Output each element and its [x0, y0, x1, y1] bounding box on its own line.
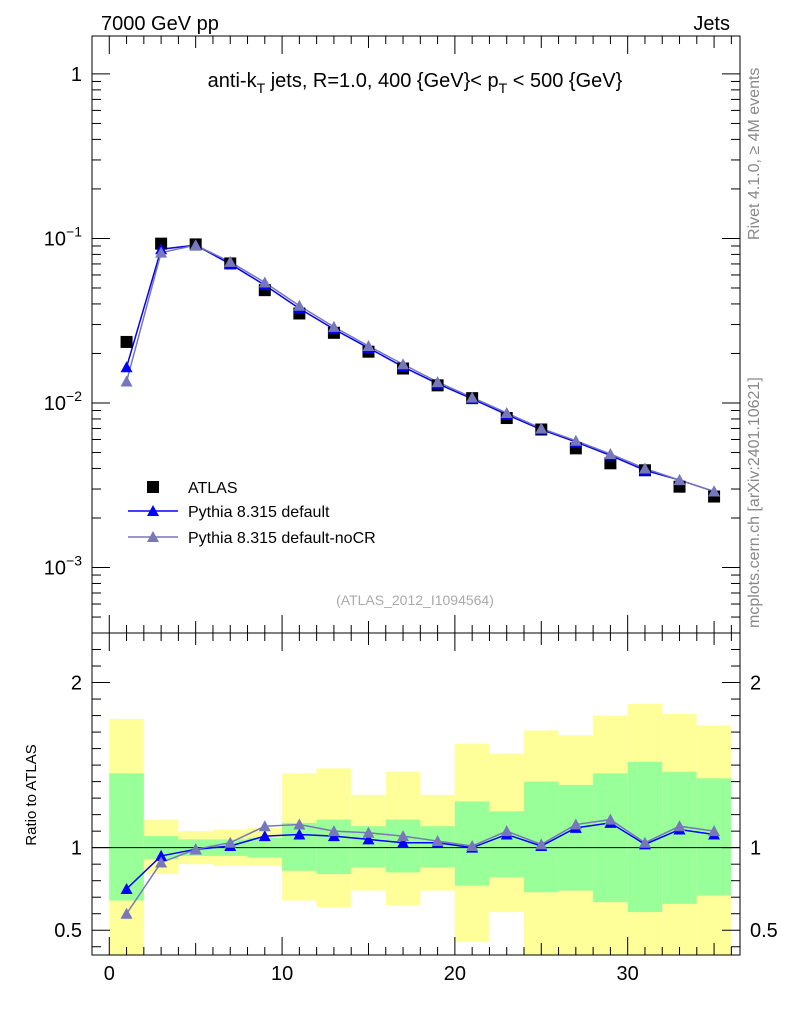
ratio-band-inner [558, 784, 594, 891]
data-point-nocr [535, 422, 548, 434]
legend-label-default: Pythia 8.315 default [188, 504, 330, 521]
ratio-point-nocr [708, 825, 721, 837]
data-point-nocr [466, 391, 479, 403]
data-point-nocr [431, 376, 444, 388]
data-point-nocr [224, 255, 237, 267]
data-point-nocr [604, 447, 617, 459]
data-point-nocr [397, 358, 410, 370]
main-panel: 1 10−1 10−2 10−3 anti-kT jets, R=1.0, 400 {… [44, 35, 741, 634]
data-point-nocr [638, 462, 651, 474]
data-point-nocr [569, 434, 582, 446]
ratio-point-default [362, 833, 375, 845]
legend: ATLAS Pythia 8.315 default Pythia 8.315 … [128, 480, 376, 547]
plot-title: anti-kT jets, R=1.0, 400 {GeV}< pT < 500… [208, 70, 623, 96]
data-point-nocr [327, 320, 340, 332]
ratio-point-nocr [224, 836, 237, 848]
ratio-point-nocr [466, 840, 479, 852]
main-series-line [125, 244, 715, 493]
ratio-point-nocr [327, 825, 340, 837]
ratio-point-nocr [155, 856, 168, 868]
legend-label-atlas: ATLAS [188, 480, 238, 497]
data-point-atlas [120, 335, 133, 348]
ratio-ytick-label-left: 1 [71, 838, 82, 860]
data-point-default [120, 361, 133, 373]
ratio-ytick-label-left: 2 [71, 673, 82, 695]
ratio-point-nocr [397, 830, 410, 842]
ratio-band-inner [109, 773, 144, 901]
ratio-point-default [120, 882, 133, 894]
ratio-point-nocr [362, 826, 375, 838]
legend-label-nocr: Pythia 8.315 default-noCR [188, 530, 376, 547]
ratio-ytick-label-right: 1 [750, 838, 761, 860]
ratio-point-default [258, 830, 271, 842]
main-ytick-label: 10−3 [44, 553, 82, 580]
ratio-frame [91, 632, 741, 956]
legend-marker-atlas [147, 481, 159, 493]
mcplots-label: mcplots.cern.ch [arXiv:2401.10621] [746, 377, 763, 628]
ratio-point-nocr [500, 825, 513, 837]
analysis-id: (ATLAS_2012_I1094564) [336, 592, 494, 608]
ratio-point-nocr [638, 836, 651, 848]
main-ytick-label: 10−1 [44, 223, 82, 250]
ratio-series-line [126, 822, 715, 890]
legend-marker-default [147, 505, 159, 516]
rivet-label: Rivet 4.1.0, ≥ 4M events [746, 68, 763, 240]
data-point-nocr [673, 474, 686, 486]
ratio-band-inner [489, 811, 524, 878]
data-point-nocr [258, 276, 271, 288]
data-point-nocr [293, 299, 306, 311]
main-ytick-label: 10−2 [44, 388, 82, 415]
ratio-band-inner [662, 771, 697, 904]
ratio-point-nocr [535, 838, 548, 850]
ratio-ylabel: Ratio to ATLAS [23, 744, 40, 845]
ratio-ytick-label-right: 2 [750, 673, 761, 695]
ratio-band-inner [593, 773, 628, 903]
ratio-point-default [397, 836, 410, 848]
ratio-panel: 2 2 1 1 0.5 0.5 0 10 20 30 Ratio to ATLAS [23, 632, 778, 985]
ratio-point-nocr [673, 820, 686, 832]
ratio-point-nocr [293, 818, 306, 830]
ratio-point-nocr [604, 813, 617, 825]
ratio-xtick-label: 30 [617, 963, 639, 985]
main-ytick-label: 1 [71, 64, 82, 86]
ratio-point-nocr [189, 843, 202, 855]
data-point-nocr [189, 239, 202, 251]
ratio-point-default [293, 828, 306, 840]
ratio-xtick-label: 10 [271, 963, 293, 985]
data-point-nocr [362, 340, 375, 352]
ratio-xtick-label: 20 [444, 963, 466, 985]
ratio-point-nocr [431, 835, 444, 847]
ratio-ytick-label-right: 0.5 [750, 920, 778, 942]
data-point-nocr [500, 406, 513, 418]
data-point-nocr [120, 375, 133, 387]
ratio-point-default [155, 849, 168, 861]
legend-marker-nocr [147, 531, 159, 542]
ratio-series-line [125, 818, 715, 915]
data-point-nocr [155, 246, 168, 258]
energy-label: 7000 GeV pp [101, 13, 219, 35]
main-series-line [125, 244, 715, 493]
ratio-ytick-label-left: 0.5 [54, 920, 82, 942]
process-label: Jets [693, 13, 730, 35]
ratio-point-nocr [569, 818, 582, 830]
ratio-point-nocr [120, 907, 133, 919]
data-point-nocr [708, 485, 721, 497]
ratio-point-nocr [258, 820, 271, 832]
ratio-xtick-label: 0 [104, 963, 115, 985]
